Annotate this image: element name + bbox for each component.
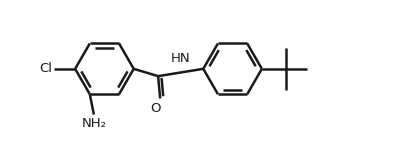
Text: Cl: Cl (39, 62, 52, 75)
Text: NH₂: NH₂ (81, 117, 107, 130)
Text: O: O (150, 102, 160, 115)
Text: HN: HN (171, 52, 190, 65)
